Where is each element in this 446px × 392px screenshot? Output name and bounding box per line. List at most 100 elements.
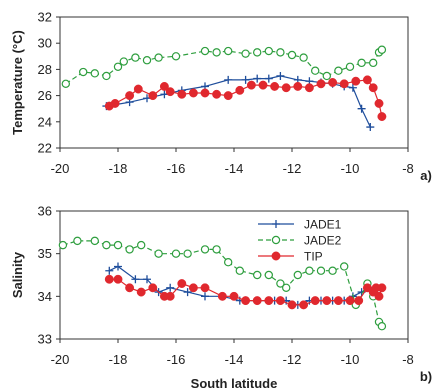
data-point <box>113 240 123 250</box>
series-tip <box>104 75 387 122</box>
data-point <box>252 296 262 306</box>
data-point <box>340 262 349 271</box>
data-point <box>299 53 308 62</box>
data-point <box>212 48 221 57</box>
data-point <box>143 275 151 284</box>
data-point <box>200 283 210 293</box>
y-axis-label: Temperature (°C) <box>10 30 25 135</box>
data-point <box>131 53 140 62</box>
data-point <box>200 46 210 56</box>
data-point <box>334 66 343 75</box>
data-point <box>264 46 273 56</box>
salinity-chart: -20 -18 -16 -14 -12 -10 -8 33 34 35 36 Salinity Sout… <box>10 204 432 392</box>
data-point <box>171 249 181 258</box>
data-point <box>377 112 387 122</box>
data-point <box>119 57 129 66</box>
x-axis-label: South latitude <box>191 376 278 391</box>
data-point <box>105 266 114 275</box>
series-line <box>109 278 383 306</box>
x-tick-label: -8 <box>402 161 414 176</box>
data-point <box>183 249 192 258</box>
data-point <box>366 123 375 132</box>
data-point <box>258 80 268 90</box>
data-point <box>377 283 387 293</box>
data-point <box>276 48 285 57</box>
data-point <box>154 249 163 258</box>
data-point <box>212 245 221 254</box>
data-point <box>165 87 175 97</box>
data-point <box>171 52 181 61</box>
x-tick-label: -16 <box>167 352 186 367</box>
data-point <box>354 296 364 306</box>
data-point <box>281 83 291 93</box>
data-point <box>293 270 302 280</box>
y-tick-label: 36 <box>38 204 52 219</box>
data-point <box>253 270 262 280</box>
data-point <box>293 81 303 91</box>
data-point <box>316 266 326 275</box>
data-point <box>351 76 361 86</box>
legend-marker <box>272 220 280 228</box>
x-tick-label: -18 <box>109 352 128 367</box>
data-point <box>90 236 100 246</box>
data-point <box>362 75 372 85</box>
data-point <box>253 48 262 57</box>
data-point <box>348 83 357 92</box>
data-point <box>136 287 146 297</box>
legend: JADE1 JADE2 TIP <box>258 218 342 264</box>
data-point <box>133 84 143 94</box>
y-tick-label: 28 <box>38 62 52 77</box>
data-point <box>316 79 326 89</box>
x-tick-label: -20 <box>51 161 70 176</box>
data-point <box>241 75 250 84</box>
y-tick-label: 33 <box>38 332 52 347</box>
y-tick-label: 34 <box>38 289 52 304</box>
y-tick-label: 24 <box>38 114 52 129</box>
data-point <box>200 88 210 98</box>
data-point <box>235 85 245 95</box>
data-point <box>131 275 140 284</box>
data-point <box>368 83 378 93</box>
data-point <box>148 283 158 293</box>
data-point <box>165 291 175 301</box>
y-tick-label: 26 <box>38 88 52 103</box>
data-point <box>166 283 175 292</box>
x-tick-label: -12 <box>283 161 302 176</box>
data-point <box>377 45 387 54</box>
data-point <box>345 62 355 71</box>
data-point <box>264 74 273 83</box>
legend-item-jade1: JADE1 <box>258 218 342 232</box>
series-jade2 <box>61 45 387 89</box>
data-point <box>304 83 314 93</box>
legend-item-tip: TIP <box>258 250 323 264</box>
data-point <box>136 240 146 250</box>
data-point <box>73 236 82 246</box>
data-point <box>328 266 337 275</box>
x-tick-label: -8 <box>402 352 414 367</box>
data-point <box>270 81 280 91</box>
y-tick-label: 32 <box>38 10 52 25</box>
data-point <box>102 71 111 81</box>
data-point <box>275 296 285 306</box>
x-tick-label: -18 <box>109 161 128 176</box>
data-point <box>223 91 233 101</box>
data-point <box>113 274 123 284</box>
y-axis-label: Salinity <box>10 251 25 298</box>
data-point <box>282 283 291 292</box>
x-tick-label: -12 <box>283 352 302 367</box>
data-point <box>276 71 285 80</box>
data-point <box>125 91 135 101</box>
data-point <box>229 291 239 301</box>
data-point <box>201 292 209 301</box>
data-point <box>333 296 343 306</box>
data-point <box>223 46 233 56</box>
panel-label: b) <box>420 369 432 384</box>
legend-label: JADE1 <box>304 218 342 232</box>
data-point <box>241 296 251 306</box>
data-point <box>246 80 256 90</box>
data-point <box>305 266 314 275</box>
data-point <box>374 291 384 301</box>
legend-item-jade2: JADE2 <box>258 234 342 248</box>
data-point <box>142 56 152 65</box>
